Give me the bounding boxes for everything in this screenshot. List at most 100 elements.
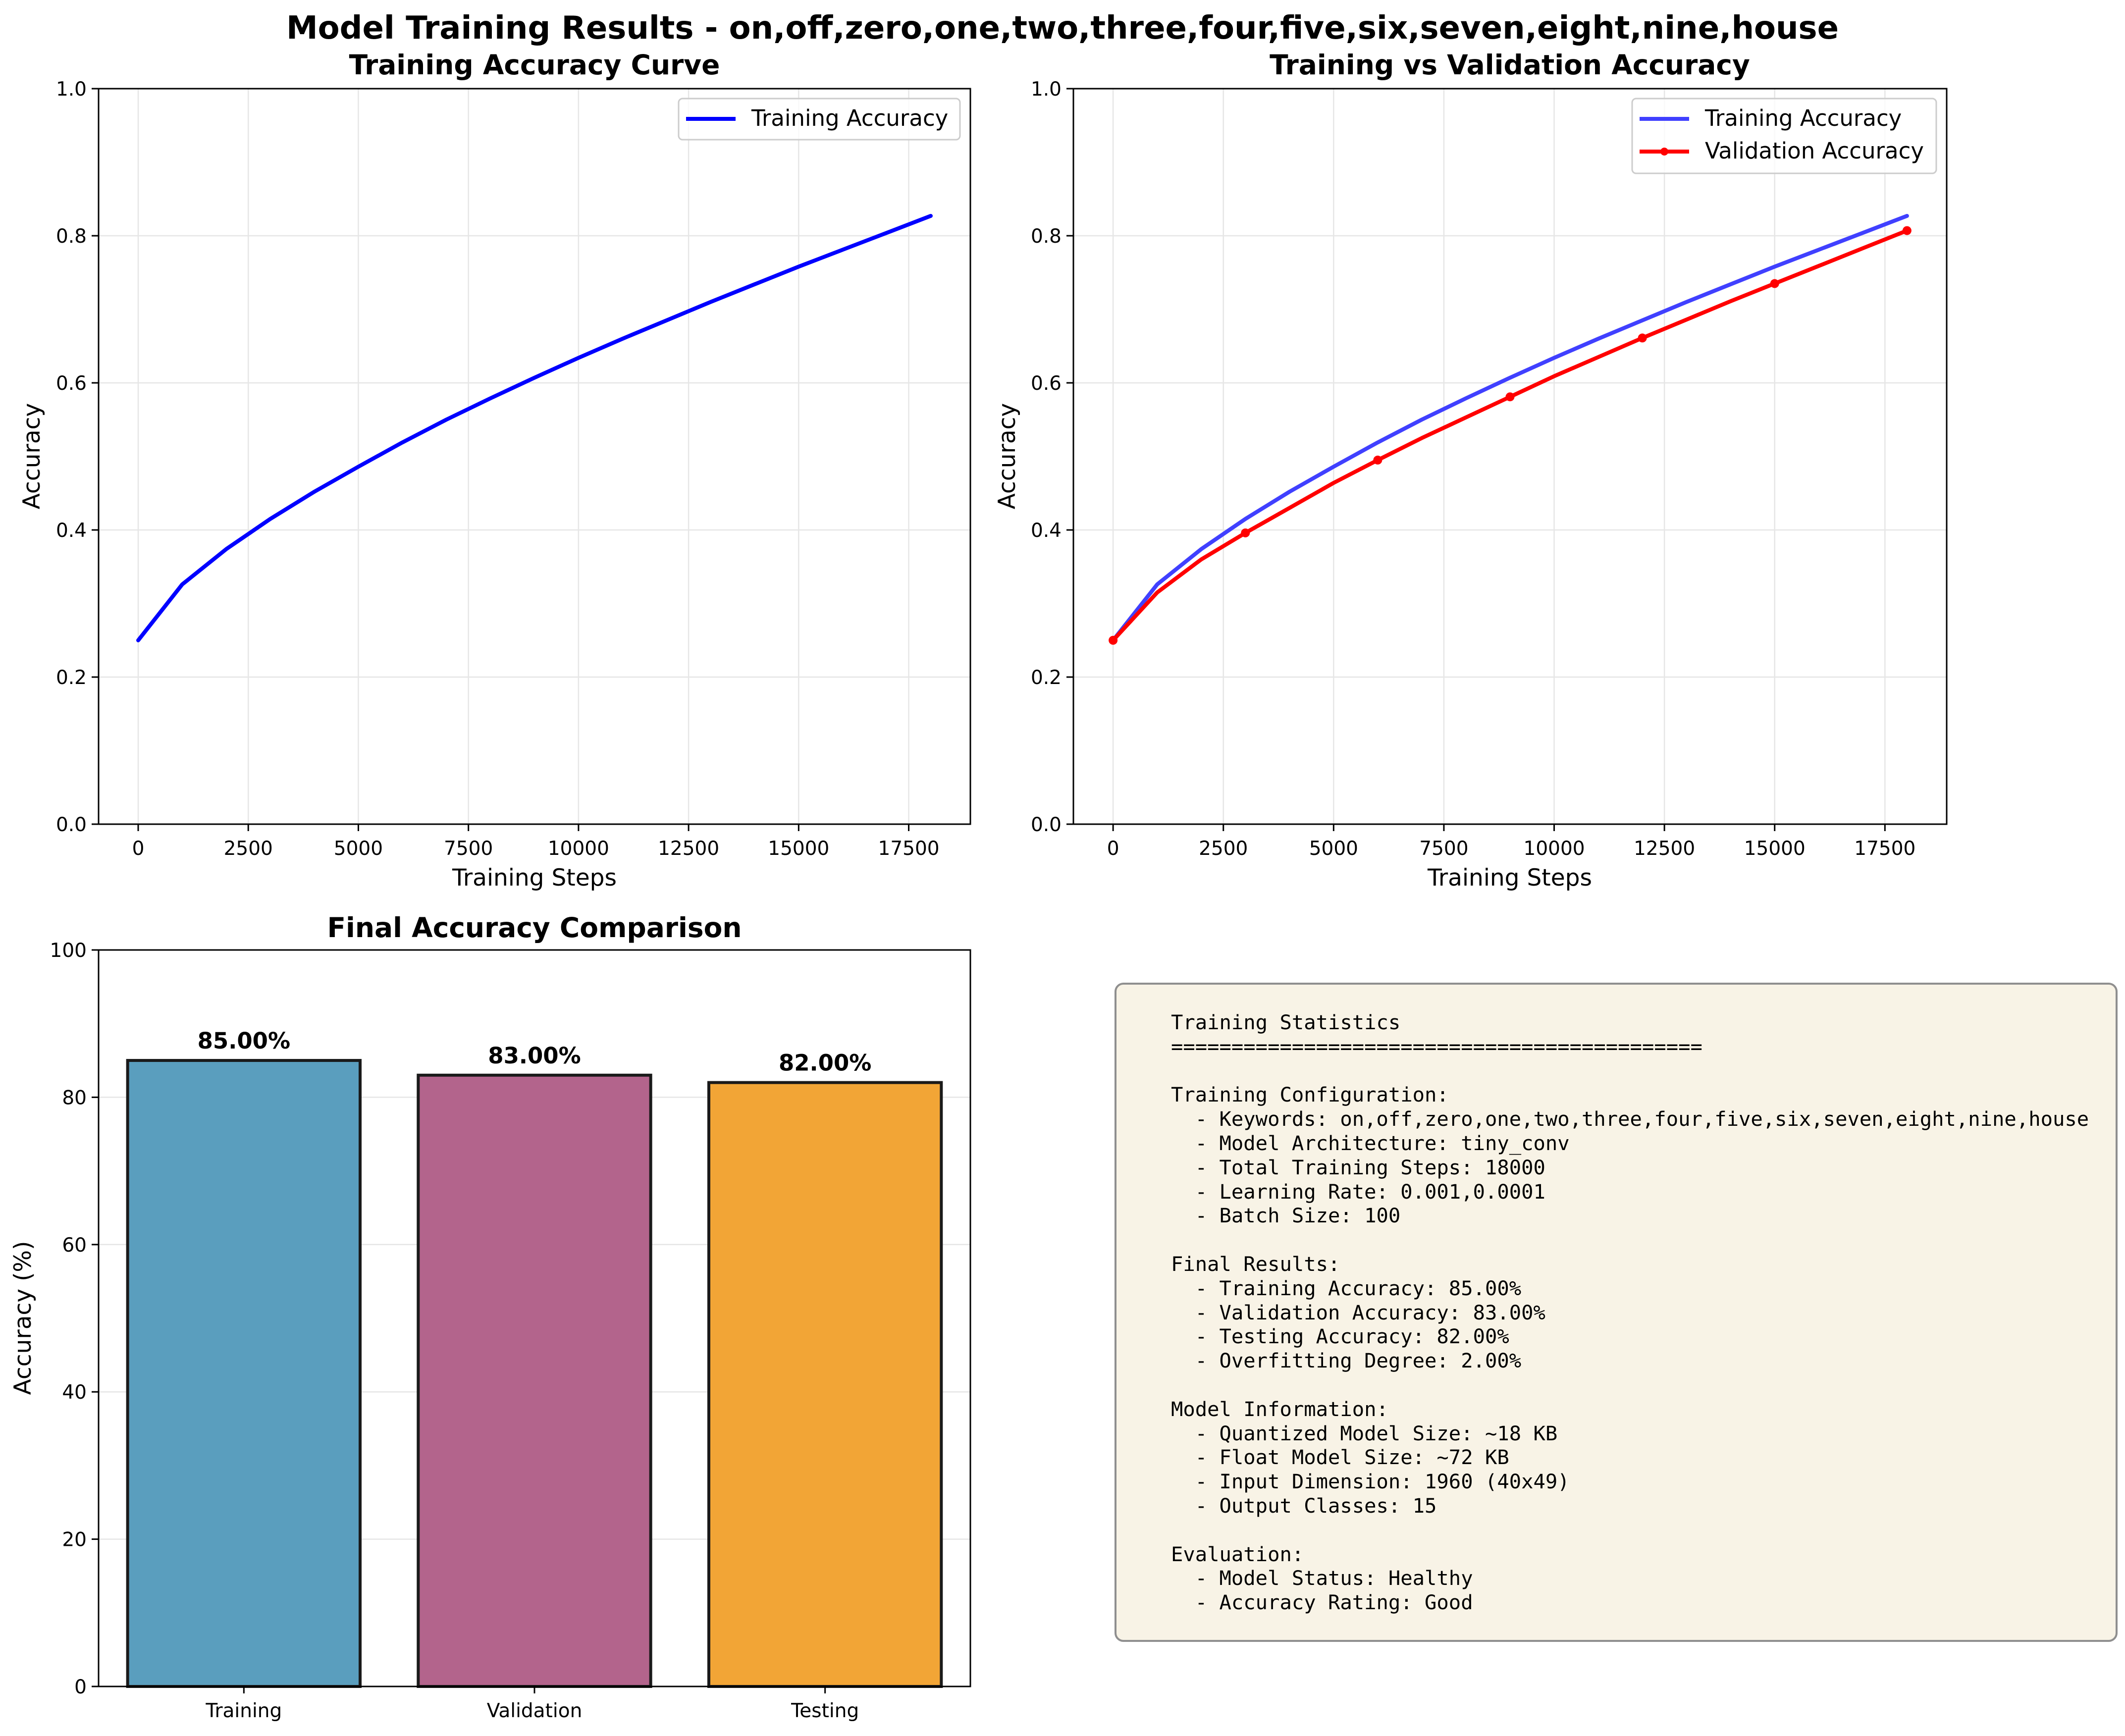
x-tick-label: 15000 [1744,838,1806,860]
x-tick-label: 2500 [1199,838,1248,860]
legend-label-training: Training Accuracy [1704,105,1902,131]
x-tick-label: Training [205,1700,282,1722]
training-statistics-box: Training Statistics =====================… [1115,983,2118,1642]
stats-line: - Model Status: Healthy [1171,1566,1473,1590]
x-tick-label: Validation [487,1700,583,1722]
stats-line [1171,1059,2116,1083]
legend: Training Accuracy Validation Accuracy [1631,98,1937,174]
x-tick-label: 5000 [1309,838,1358,860]
validation-point [1902,226,1912,235]
validation-point [1373,455,1382,465]
plot-frame [1072,88,1948,825]
training-accuracy-chart: 0 2500 5000 7500 10000 12500 15000 17500 0.0 0.2… [18,49,971,892]
bar-value-label: 83.00% [488,1043,581,1069]
stats-line: - Testing Accuracy: 82.00% [1171,1324,1509,1349]
stats-line: Training Statistics [1171,1010,1401,1034]
y-tick-label: 60 [62,1234,87,1257]
stats-line: - Float Model Size: ~72 KB [1171,1445,1509,1470]
stats-line: Model Information: [1171,1397,1388,1421]
final-accuracy-bar-chart: 85.00% 83.00% 82.00% Training Validation Tes… [9,912,971,1722]
y-tick-label: 0.6 [1031,372,1062,395]
y-axis-label: Accuracy [994,403,1021,510]
stats-line: - Total Training Steps: 18000 [1171,1155,1545,1179]
y-tick-label: 1.0 [56,78,87,101]
stats-line: - Batch Size: 100 [1171,1204,1401,1228]
legend-frame [678,98,961,141]
validation-point [1241,528,1250,537]
y-tick-label: 0.6 [56,372,87,395]
bar-training [126,1059,362,1688]
y-tick-label: 0.2 [1031,667,1062,689]
plot-frame [98,88,971,825]
stats-line [1171,1373,2116,1397]
stats-line: Training Configuration: [1171,1083,1449,1107]
x-tick-label: 17500 [1854,838,1915,860]
x-tick-label: 2500 [224,838,273,860]
legend-label-training: Training Accuracy [751,105,948,131]
bar-validation [417,1073,652,1688]
stats-line: - Validation Accuracy: 83.00% [1171,1300,1545,1324]
stats-line: - Input Dimension: 1960 (40x49) [1171,1470,1570,1494]
stats-line: - Model Architecture: tiny_conv [1171,1131,1570,1155]
stats-line: - Learning Rate: 0.001,0.0001 [1171,1179,1545,1204]
validation-point [1505,392,1515,402]
y-tick-label: 40 [62,1381,87,1404]
y-tick-label: 0.2 [56,667,87,689]
chart-title: Final Accuracy Comparison [327,912,742,944]
y-tick-label: 100 [50,940,87,962]
stats-line: Final Results: [1171,1252,1340,1276]
y-tick-label: 0 [74,1676,87,1698]
x-tick-label: 7500 [1419,838,1468,860]
legend-marker-validation [1660,148,1668,156]
y-tick-label: 0.4 [1031,520,1062,542]
legend: Training Accuracy [678,98,961,141]
y-tick-label: 0.8 [56,225,87,248]
stats-line: - Accuracy Rating: Good [1171,1590,1473,1615]
legend-label-validation: Validation Accuracy [1705,138,1924,164]
x-tick-label: 10000 [1524,838,1585,860]
x-tick-label: 12500 [1634,838,1695,860]
x-tick-label: 0 [132,838,145,860]
validation-point [1109,635,1118,645]
legend-frame [1631,98,1937,174]
chart-title: Training Accuracy Curve [349,49,720,81]
stats-line: Evaluation: [1171,1542,1304,1566]
x-axis-label: Training Steps [452,864,617,892]
bar-testing [707,1081,943,1688]
series-line-validation [1111,228,1909,642]
stats-line: - Output Classes: 15 [1171,1493,1437,1518]
y-tick-label: 0.4 [56,520,87,542]
x-tick-label: 7500 [444,838,493,860]
x-tick-label: 0 [1107,838,1119,860]
y-tick-label: 1.0 [1031,78,1062,101]
bar-value-label: 82.00% [779,1050,871,1076]
stats-line: - Training Accuracy: 85.00% [1171,1276,1522,1300]
validation-point [1770,279,1779,288]
x-tick-label: Testing [791,1700,859,1722]
x-tick-label: 10000 [548,838,609,860]
figure-suptitle: Model Training Results - on,off,zero,one… [286,10,1839,47]
series-line-training [136,213,933,642]
stats-line [1171,1228,2116,1252]
stats-line: ========================================… [1171,1034,1702,1058]
x-tick-label: 17500 [878,838,940,860]
stats-line [1171,1518,2116,1542]
y-tick-label: 0.8 [1031,225,1062,248]
chart-title: Training vs Validation Accuracy [1270,49,1750,81]
y-axis-label: Accuracy (%) [9,1241,37,1395]
y-axis-label: Accuracy [18,403,46,510]
series-line-training [1111,213,1909,642]
validation-point [1638,333,1647,343]
x-tick-label: 5000 [334,838,383,860]
y-tick-label: 0.0 [1031,814,1062,836]
x-axis-label: Training Steps [1427,864,1592,892]
train-vs-validation-chart: 0 2500 5000 7500 10000 12500 15000 17500 0.0 0.2… [994,49,1948,892]
y-tick-label: 20 [62,1529,87,1551]
y-tick-label: 0.0 [56,814,87,836]
stats-line: - Overfitting Degree: 2.00% [1171,1349,1522,1373]
stats-line: - Keywords: on,off,zero,one,two,three,fo… [1171,1107,2089,1131]
stats-line: - Quantized Model Size: ~18 KB [1171,1421,1558,1445]
x-tick-label: 15000 [768,838,829,860]
y-tick-label: 80 [62,1087,87,1109]
